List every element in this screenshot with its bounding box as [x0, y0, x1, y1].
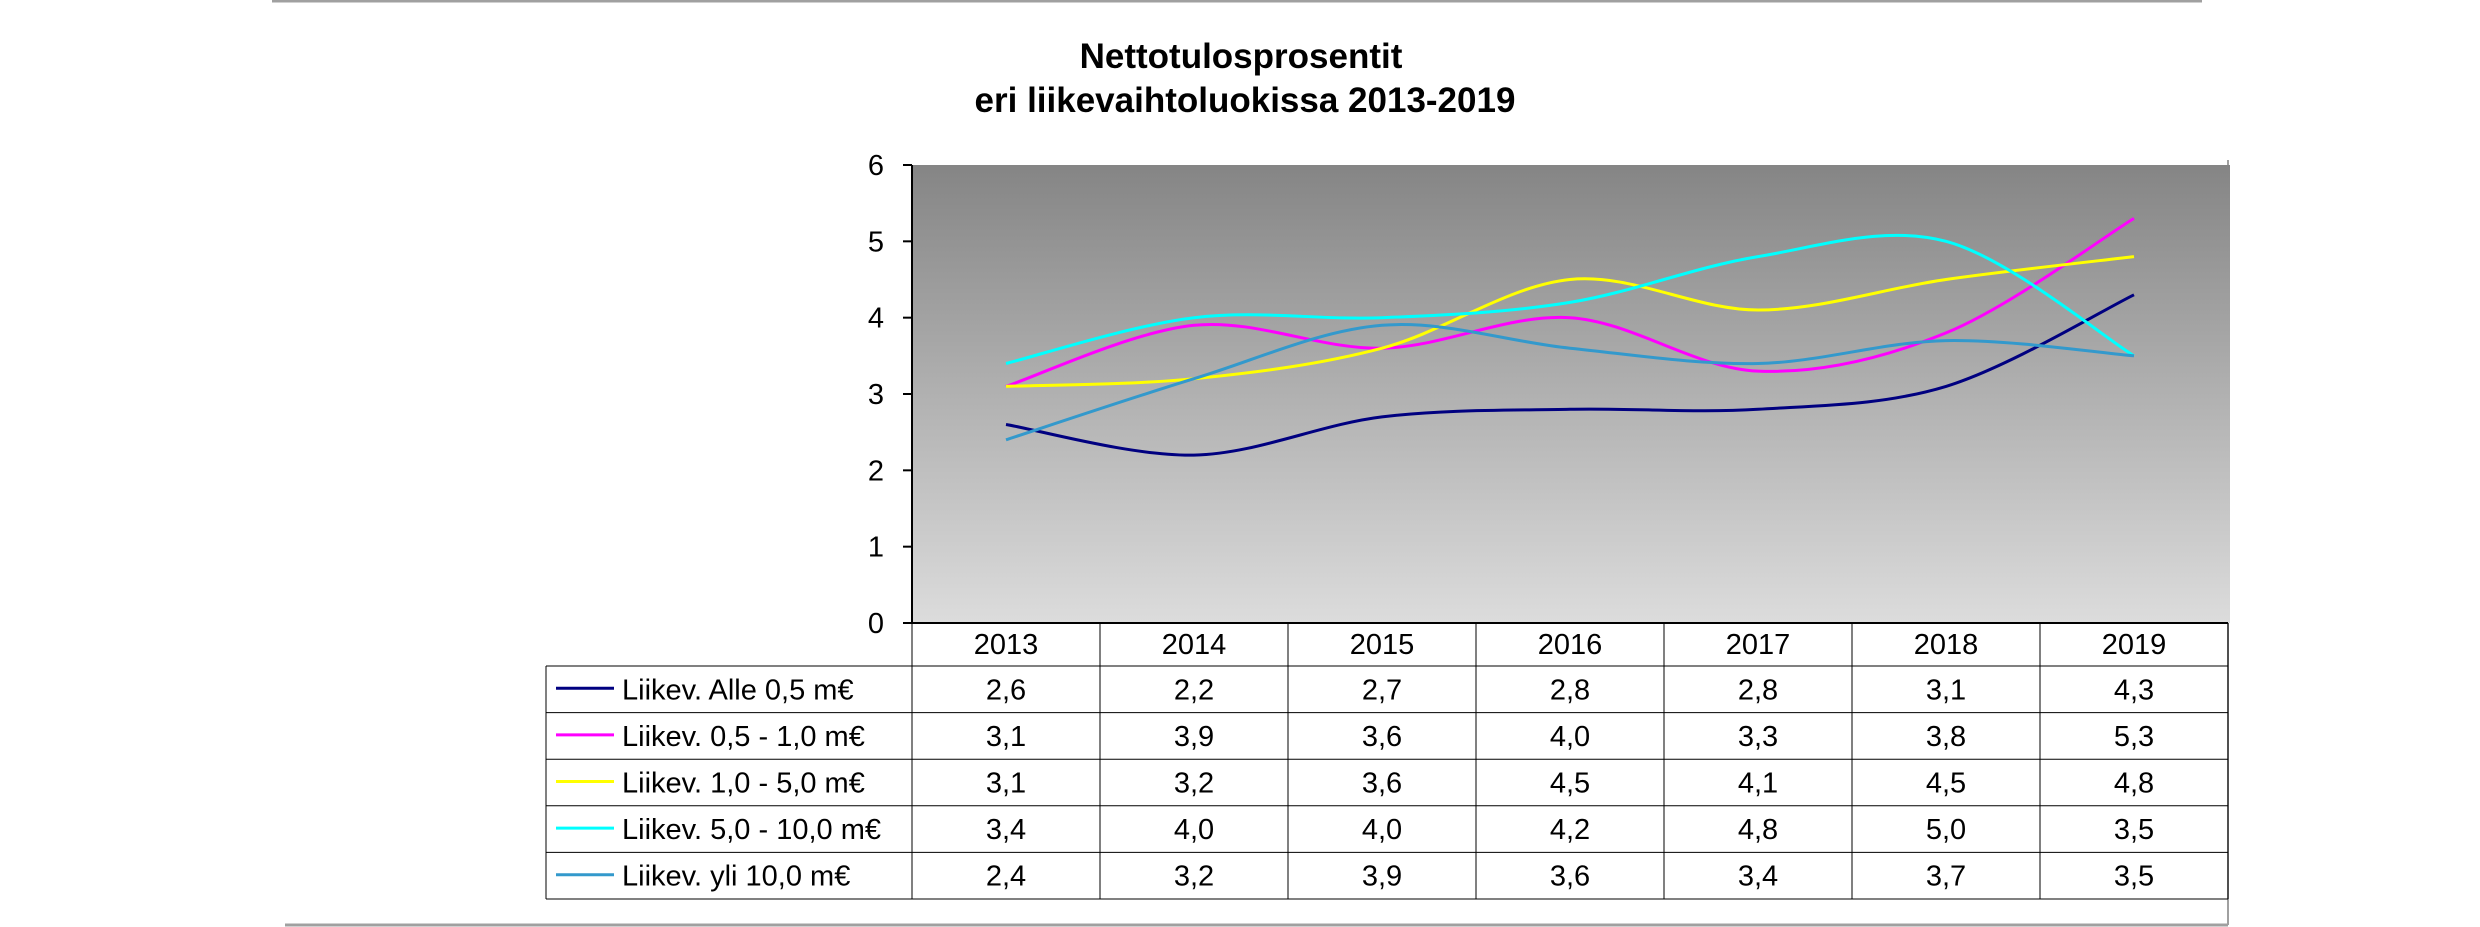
table-value: 3,9 [1174, 721, 1214, 753]
table-value: 2,6 [986, 674, 1026, 706]
table-value: 4,3 [2114, 674, 2154, 706]
table-value: 4,0 [1174, 814, 1214, 846]
legend-label: Liikev. 1,0 - 5,0 m€ [622, 768, 865, 800]
table-value: 3,5 [2114, 814, 2154, 846]
table-value: 4,1 [1738, 768, 1778, 800]
y-tick-label: 2 [868, 455, 884, 487]
chart-title-line-2: eri liikevaihtoluokissa 2013-2019 [975, 81, 1516, 120]
table-value: 2,7 [1362, 674, 1402, 706]
series-line [1005, 323, 2135, 442]
y-axis: 0 1 2 3 4 5 6 [868, 150, 912, 640]
table-value: 4,0 [1550, 721, 1590, 753]
x-category-label: 2017 [1726, 629, 1791, 661]
x-category-label: 2015 [1350, 629, 1415, 661]
legend-label: Liikev. Alle 0,5 m€ [622, 674, 854, 706]
table-value: 3,3 [1738, 721, 1778, 753]
table-value: 4,0 [1362, 814, 1402, 846]
chart-title-line-1: Nettotulosprosentit [1080, 37, 1403, 76]
legend-label: Liikev. 5,0 - 10,0 m€ [622, 814, 881, 846]
table-value: 3,4 [1738, 861, 1778, 893]
table-value: 3,2 [1174, 861, 1214, 893]
table-value: 4,2 [1550, 814, 1590, 846]
x-category-label: 2013 [974, 629, 1039, 661]
table-value: 3,7 [1926, 861, 1966, 893]
series-lines [1005, 217, 2135, 457]
table-value: 3,1 [986, 721, 1026, 753]
table-value: 4,5 [1550, 768, 1590, 800]
x-category-label: 2014 [1162, 629, 1227, 661]
series-line [1005, 233, 2135, 365]
y-tick-label: 4 [868, 303, 884, 335]
x-category-label: 2016 [1538, 629, 1603, 661]
table-value: 3,6 [1550, 861, 1590, 893]
x-category-label: 2018 [1914, 629, 1979, 661]
y-tick-label: 0 [868, 608, 884, 640]
data-table: 2013 2014 2015 2016 2017 2018 2019 Liikev. Alle… [545, 622, 2229, 900]
table-value: 3,6 [1362, 768, 1402, 800]
table-value: 3,4 [986, 814, 1026, 846]
legend-label: Liikev. 0,5 - 1,0 m€ [622, 721, 865, 753]
table-value: 2,4 [986, 861, 1026, 893]
table-value: 3,1 [986, 768, 1026, 800]
table-value: 4,5 [1926, 768, 1966, 800]
table-value: 4,8 [2114, 768, 2154, 800]
legend-label: Liikev. yli 10,0 m€ [622, 861, 850, 893]
table-value: 5,3 [2114, 721, 2154, 753]
y-tick-label: 3 [868, 379, 884, 411]
y-tick-label: 6 [868, 150, 884, 182]
table-value: 3,8 [1926, 721, 1966, 753]
series-line [1005, 217, 2135, 388]
y-tick-label: 1 [868, 532, 884, 564]
table-value: 3,5 [2114, 861, 2154, 893]
y-tick-label: 5 [868, 226, 884, 258]
table-value: 2,8 [1550, 674, 1590, 706]
table-value: 4,8 [1738, 814, 1778, 846]
x-category-label: 2019 [2102, 629, 2167, 661]
table-value: 3,2 [1174, 768, 1214, 800]
table-value: 3,9 [1362, 861, 1402, 893]
series-line [1005, 293, 2135, 457]
table-value: 3,1 [1926, 674, 1966, 706]
plot-area [912, 165, 2230, 623]
table-value: 2,8 [1738, 674, 1778, 706]
table-value: 5,0 [1926, 814, 1966, 846]
table-value: 3,6 [1362, 721, 1402, 753]
table-value: 2,2 [1174, 674, 1214, 706]
